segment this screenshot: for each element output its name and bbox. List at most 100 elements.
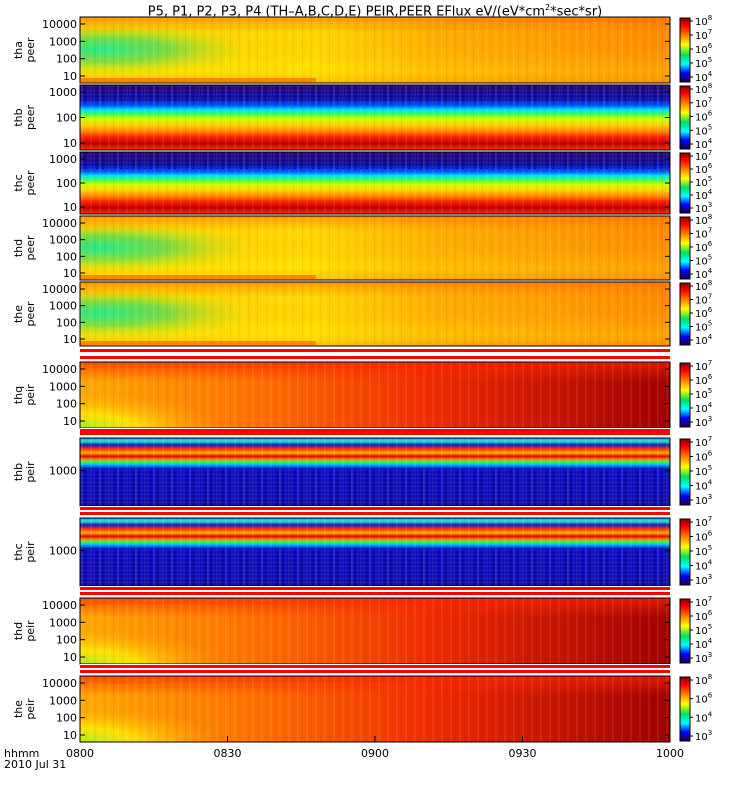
y-tick-label: 100: [56, 53, 77, 66]
colorbar-tick-label: 104: [695, 70, 713, 84]
colorbar-tick-label: 103: [695, 729, 712, 743]
colorbar: [679, 676, 691, 742]
y-tick-label: 10: [63, 333, 77, 346]
time-streaks: [80, 598, 670, 664]
colorbar-tick-label: 106: [695, 692, 713, 706]
colorbar-tick-label: 108: [695, 213, 712, 227]
y-tick-label: 100: [56, 112, 77, 125]
y-tick-label: 100: [56, 712, 77, 725]
y-tick-label: 10: [63, 137, 77, 150]
panel-instrument-label: peer: [24, 37, 37, 63]
panel-frame: [79, 215, 671, 281]
x-axis: 0800 0830 0900 0930 1000: [66, 736, 684, 760]
y-tick-label: 10000: [42, 283, 77, 296]
colorbar-tick-label: 107: [695, 227, 712, 241]
y-tick-label: 1000: [49, 616, 77, 629]
colorbar-tick-label: 106: [695, 110, 713, 124]
colorbar-tick-label: 107: [695, 595, 712, 609]
panel-separator: [80, 664, 670, 674]
colorbar-tick-label: 104: [695, 559, 713, 573]
colorbar-tick-label: 105: [695, 175, 712, 189]
y-tick-label: 10: [63, 651, 77, 664]
colorbar-tick-label: 106: [695, 162, 713, 176]
colorbar-tick-label: 107: [695, 149, 712, 163]
panel-instrument-label: peer: [24, 170, 37, 196]
colorbar-tick-label: 107: [695, 293, 712, 307]
colorbar-tick-label: 108: [695, 673, 712, 687]
colorbar-tick-label: 104: [695, 188, 713, 202]
panel-instrument-label: peer: [24, 105, 37, 131]
colorbar-tick-label: 106: [695, 373, 713, 387]
panel-probe-label: tha: [12, 41, 25, 59]
y-tick-label: 10: [63, 729, 77, 742]
y-tick-label: 10: [63, 267, 77, 280]
y-tick-label: 1000: [49, 35, 77, 48]
colorbar-tick-label: 106: [695, 609, 713, 623]
colorbar: [679, 152, 691, 214]
colorbar-tick-label: 103: [695, 651, 712, 665]
separator-red-line: [80, 507, 670, 510]
panel-instrument-label: peer: [24, 301, 37, 327]
colorbar-tick-label: 105: [695, 123, 712, 137]
colorbar: [679, 438, 691, 506]
panel-probe-label: thq: [12, 386, 25, 404]
separator-red-line: [80, 592, 670, 595]
y-tick-label: 100: [56, 177, 77, 190]
panel-instrument-label: peir: [24, 541, 37, 563]
colorbar-tick-label: 104: [695, 401, 713, 415]
colorbar-tick-label: 107: [695, 359, 712, 373]
time-streaks: [80, 85, 670, 150]
x-tick-label: 1000: [656, 747, 684, 760]
panel-frame: [79, 16, 671, 84]
footer-time-label: hhmm: [4, 747, 39, 760]
colorbar-tick-label: 104: [695, 333, 713, 347]
y-tick-label: 100: [56, 250, 77, 263]
low-energy-orange-band: [80, 341, 316, 345]
panel-probe-label: the: [12, 305, 25, 323]
panel-frame: [79, 281, 671, 347]
chart-title: P5, P1, P2, P3, P4 (TH–A,B,C,D,E) PEIR,P…: [0, 0, 750, 20]
colorbar: [679, 17, 691, 83]
panel-probe-label: thc: [12, 543, 25, 560]
colorbar-tick-label: 106: [695, 530, 713, 544]
colorbar-tick-label: 106: [695, 42, 713, 56]
y-tick-label: 10: [63, 201, 77, 214]
colorbar-tick-label: 108: [695, 82, 712, 96]
colorbar-tick-label: 107: [695, 435, 712, 449]
panel-instrument-label: peir: [24, 461, 37, 483]
title-tail: *sec*sr): [550, 4, 603, 20]
y-tick-label: 1000: [49, 153, 77, 166]
colorbar-tick-label: 107: [695, 96, 712, 110]
title-superscript: 2: [545, 3, 551, 12]
y-tick-label: 1000: [49, 545, 77, 558]
colorbar: [679, 598, 691, 664]
y-tick-label: 10000: [42, 677, 77, 690]
y-tick-label: 1000: [49, 86, 77, 99]
x-tick-label: 0800: [66, 747, 94, 760]
time-streaks: [80, 17, 670, 83]
time-streaks: [80, 216, 670, 280]
separator-red-line: [80, 670, 670, 673]
panel-probe-label: thb: [12, 108, 25, 126]
colorbar-tick-label: 103: [695, 493, 712, 507]
colorbar-tick-label: 106: [695, 450, 713, 464]
time-streaks: [80, 518, 670, 586]
colorbar-tick-label: 105: [695, 387, 712, 401]
separator-red-line: [80, 356, 670, 359]
colorbar-tick-label: 106: [695, 240, 713, 254]
separator-red-line: [80, 512, 670, 515]
panel-separator: [80, 506, 670, 516]
low-energy-orange-band: [80, 78, 316, 82]
y-tick-label: 1000: [49, 380, 77, 393]
time-streaks: [80, 438, 670, 506]
colorbar-tick-label: 107: [695, 515, 712, 529]
colorbar-tick-label: 104: [695, 637, 713, 651]
